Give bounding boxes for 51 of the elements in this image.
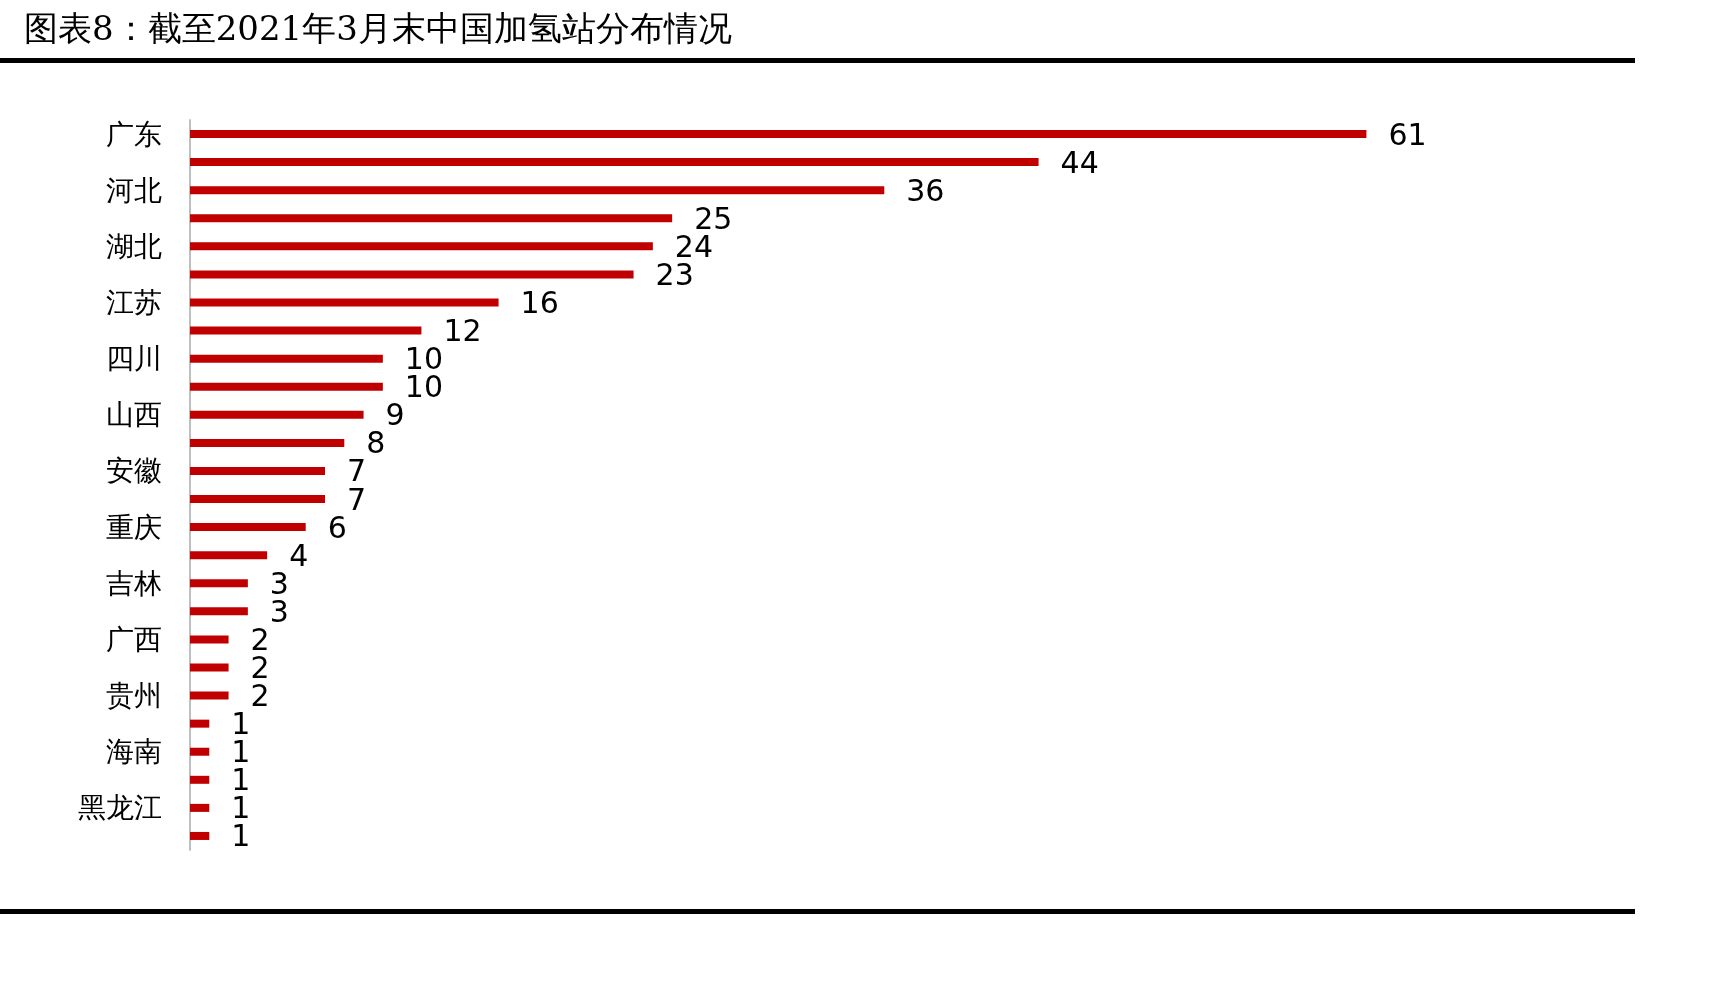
y-tick-label: 贵州 xyxy=(106,679,162,713)
bar xyxy=(190,579,248,588)
y-tick-label: 河北 xyxy=(106,173,162,207)
bar xyxy=(190,691,229,700)
data-label: 44 xyxy=(1060,144,1099,180)
bar xyxy=(190,354,383,363)
data-label: 4 xyxy=(289,537,309,573)
y-tick-label: 山西 xyxy=(106,398,162,432)
bar xyxy=(190,663,229,672)
y-tick-label: 重庆 xyxy=(106,510,162,544)
bar xyxy=(190,326,422,335)
bar xyxy=(190,186,885,195)
bar xyxy=(190,831,210,840)
data-label: 1 xyxy=(231,818,251,854)
bar xyxy=(190,214,673,223)
bar xyxy=(190,410,364,419)
data-label: 16 xyxy=(520,285,559,320)
y-tick-label: 广西 xyxy=(106,622,162,656)
bar xyxy=(190,607,248,616)
bar xyxy=(190,635,229,644)
y-tick-label: 四川 xyxy=(106,342,162,376)
y-tick-label: 海南 xyxy=(106,735,162,769)
bar xyxy=(190,523,306,532)
y-tick-label: 黑龙江 xyxy=(78,791,162,825)
bar xyxy=(190,775,210,784)
y-tick-label: 安徽 xyxy=(106,454,162,488)
data-label: 6 xyxy=(327,509,347,545)
bar xyxy=(190,495,325,504)
bar xyxy=(190,242,653,251)
bar xyxy=(190,719,210,728)
bar xyxy=(190,382,383,391)
bar xyxy=(190,551,268,560)
y-tick-label: 江苏 xyxy=(106,286,162,319)
data-label: 12 xyxy=(443,313,482,349)
y-tick-label: 湖北 xyxy=(106,229,162,263)
bar xyxy=(190,438,345,447)
bar xyxy=(190,747,210,756)
y-tick-label: 吉林 xyxy=(106,566,162,600)
data-label: 10 xyxy=(404,369,444,405)
bar xyxy=(190,298,499,307)
bar xyxy=(190,270,634,279)
data-label: 8 xyxy=(366,425,386,461)
data-label: 36 xyxy=(906,172,945,208)
data-label: 9 xyxy=(385,397,405,433)
bar xyxy=(190,466,325,475)
y-tick-label: 广东 xyxy=(106,117,162,151)
bar xyxy=(190,158,1039,167)
data-label: 61 xyxy=(1388,116,1427,152)
bar xyxy=(190,130,1367,139)
bar xyxy=(190,803,210,812)
chart-title: 图表8：截至2021年3月末中国加氢站分布情况 xyxy=(24,7,732,50)
